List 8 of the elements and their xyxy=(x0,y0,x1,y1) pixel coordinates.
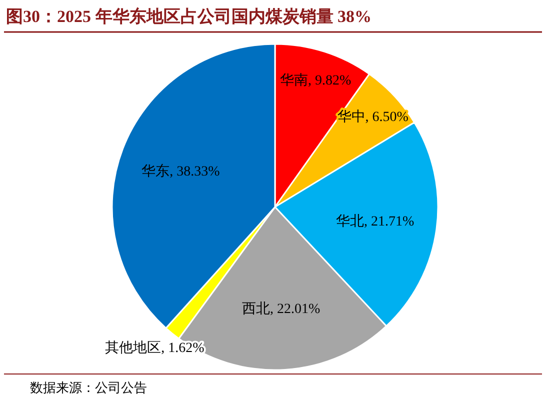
chart-title: 图30：2025 年华东地区占公司国内煤炭销量 38% xyxy=(6,7,372,26)
slice-label: 西北, 22.01% xyxy=(242,300,321,317)
slice-label: 其他地区, 1.62% xyxy=(105,340,205,356)
slice-label: 华中, 6.50% xyxy=(337,108,409,125)
slice-label: 华南, 9.82% xyxy=(280,72,352,89)
slice-label: 华北, 21.71% xyxy=(336,214,415,230)
source-note: 数据来源：公司公告 xyxy=(30,380,147,395)
slice-label: 华东, 38.33% xyxy=(142,164,220,180)
